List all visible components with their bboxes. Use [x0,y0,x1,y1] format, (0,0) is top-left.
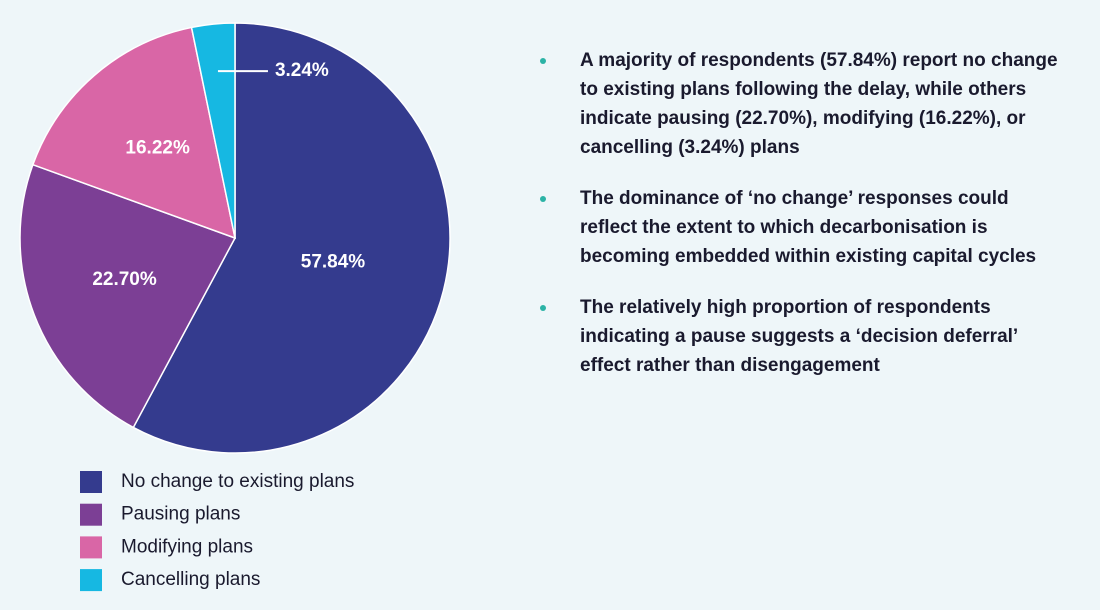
data-label: 57.84% [301,252,366,273]
legend-swatch [80,503,102,526]
legend-label: Cancelling plans [121,569,260,590]
legend-label: Modifying plans [121,536,253,557]
legend-swatch [80,471,102,493]
chart: 57.84% 22.70% 16.22% 3.24% No change to exis… [19,22,451,592]
legend-label: Pausing plans [121,504,240,525]
legend-label: No change to existing plans [121,471,354,492]
legend-swatch [80,569,102,592]
pie-slice [190,22,236,239]
bullet-text: A majority of respondents (57.84%) repor… [540,46,1060,162]
data-label: 3.24% [275,60,329,81]
pie-slice [19,163,237,429]
data-label: 16.22% [125,138,190,159]
bullet-text: The relatively high proportion of respon… [540,293,1060,380]
bullet-text: The dominance of ‘no change’ responses c… [540,184,1060,271]
pie-slice [132,22,451,454]
pie-slice [31,26,237,240]
bullet-list: A majority of respondents (57.84%) repor… [540,46,1060,402]
data-label: 22.70% [92,269,157,290]
legend-swatch [80,536,102,559]
